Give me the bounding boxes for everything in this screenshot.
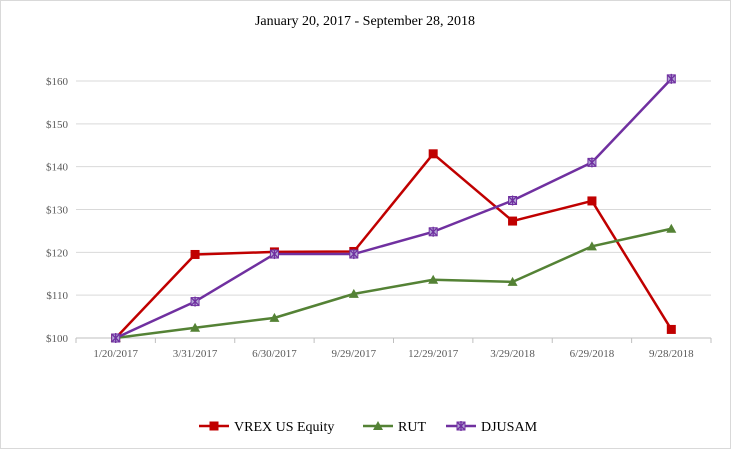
data-point-square (209, 421, 219, 431)
data-point-star (111, 333, 121, 343)
series-line (115, 227, 672, 340)
data-point-triangle (269, 312, 280, 322)
legend-item-djusam: DJUSAM (446, 420, 538, 435)
series-line (115, 77, 673, 340)
data-point-triangle (373, 421, 383, 430)
data-point-triangle (428, 274, 439, 284)
y-tick-label: $150 (46, 119, 69, 131)
x-tick-label: 6/30/2017 (252, 348, 297, 360)
y-axis: $100 $110 $120 $130 $140 $150 $160 (46, 76, 69, 345)
legend-label: VREX US Equity (234, 420, 334, 435)
gridlines (76, 80, 711, 339)
y-tick-label: $100 (46, 333, 69, 345)
legend-label: RUT (398, 420, 426, 435)
series-line (114, 152, 673, 339)
data-point-square (508, 216, 518, 226)
data-point-star (666, 73, 676, 84)
data-point-square (587, 196, 597, 206)
data-point-star (349, 249, 359, 260)
legend: VREX US Equity RUT DJUSAM (199, 420, 538, 435)
data-point-star (269, 249, 279, 260)
data-point-star (190, 296, 200, 307)
series-group (110, 73, 677, 343)
x-tick-label: 1/20/2017 (93, 348, 138, 360)
data-point-star (508, 195, 518, 206)
data-point-square (190, 249, 200, 259)
data-point-star (428, 226, 438, 237)
x-tick-label: 9/29/2017 (332, 348, 377, 360)
data-point-star (587, 157, 597, 168)
x-tick-label: 6/29/2018 (570, 348, 615, 360)
legend-item-vrex-us-equity: VREX US Equity (199, 420, 334, 435)
data-point-triangle (507, 276, 518, 286)
chart-title: January 20, 2017 - September 28, 2018 (255, 14, 475, 29)
legend-label: DJUSAM (481, 420, 538, 435)
series-djusam (111, 73, 676, 343)
y-tick-label: $160 (46, 76, 69, 88)
x-axis: 1/20/2017 3/31/2017 6/30/2017 9/29/2017 12/2… (75, 337, 712, 360)
x-tick-label: 3/29/2018 (490, 348, 535, 360)
y-tick-label: $130 (46, 205, 69, 217)
y-tick-label: $140 (46, 162, 69, 174)
data-point-triangle (666, 223, 677, 233)
series-rut (110, 223, 677, 342)
data-point-triangle (190, 322, 201, 332)
data-point-square (428, 149, 438, 159)
x-tick-label: 9/28/2018 (649, 348, 694, 360)
legend-item-rut: RUT (363, 420, 426, 435)
data-point-square (666, 324, 676, 334)
data-point-triangle (586, 241, 597, 251)
data-point-star (456, 421, 466, 431)
data-point-triangle (348, 288, 359, 298)
y-tick-label: $120 (46, 247, 69, 259)
x-tick-label: 3/31/2017 (173, 348, 218, 360)
x-tick-label: 12/29/2017 (408, 348, 459, 360)
y-tick-label: $110 (46, 290, 68, 302)
